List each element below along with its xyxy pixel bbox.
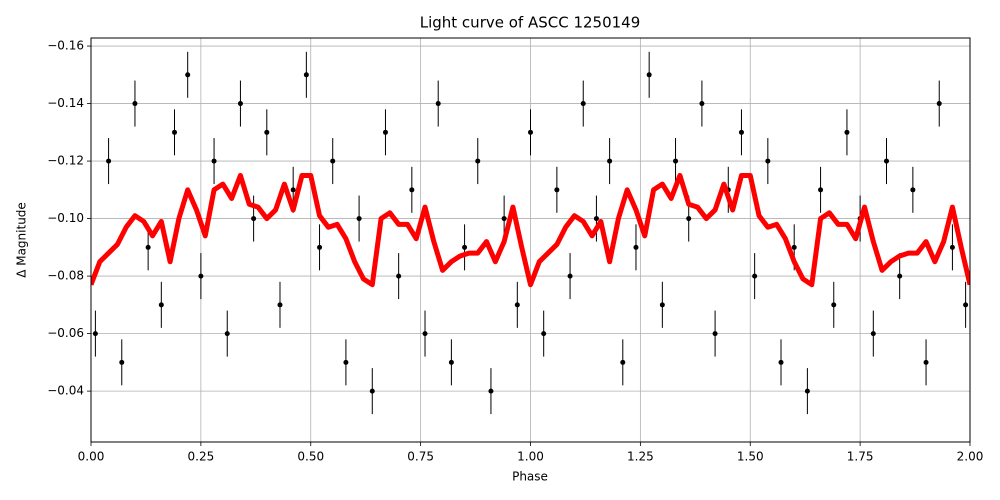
x-tick-label: 1.00 <box>517 450 544 464</box>
data-point <box>185 72 191 78</box>
data-point <box>673 158 679 164</box>
axes: 0.00 0.25 0.50 0.75 1.00 1.25 1.50 1.75 2.00 −0.1… <box>47 37 984 464</box>
data-point <box>646 72 652 78</box>
data-point <box>264 129 270 135</box>
data-point <box>224 331 230 337</box>
y-tick-label: −0.08 <box>47 269 84 283</box>
data-point <box>844 129 850 135</box>
data-point <box>409 187 415 193</box>
y-tick-label: −0.14 <box>47 96 84 110</box>
plot-frame <box>90 37 971 443</box>
data-point <box>514 302 520 308</box>
y-axis-label: Δ Magnitude <box>15 202 29 278</box>
data-point <box>475 158 481 164</box>
y-tick-label: −0.10 <box>47 211 84 225</box>
data-point <box>382 129 388 135</box>
data-point <box>910 187 916 193</box>
x-tick-label: 1.25 <box>627 450 654 464</box>
data-point <box>831 302 837 308</box>
data-point <box>330 158 336 164</box>
data-point <box>92 331 98 337</box>
data-point <box>620 359 626 365</box>
data-point <box>580 101 586 107</box>
x-tick-label: 0.75 <box>407 450 434 464</box>
data-point <box>791 244 797 250</box>
data-point <box>633 244 639 250</box>
y-tick-label: −0.12 <box>47 154 84 168</box>
data-point <box>752 273 758 279</box>
data-point <box>567 273 573 279</box>
data-point <box>659 302 665 308</box>
data-point <box>435 101 441 107</box>
data-point <box>132 101 138 107</box>
data-point <box>818 187 824 193</box>
data-point <box>686 216 692 222</box>
data-point <box>356 216 362 222</box>
data-point <box>462 244 468 250</box>
data-point <box>963 302 969 308</box>
data-point <box>172 129 178 135</box>
data-point <box>369 388 375 394</box>
data-point <box>237 101 243 107</box>
data-point <box>699 101 705 107</box>
data-point <box>541 331 547 337</box>
data-point <box>158 302 164 308</box>
data-point <box>448 359 454 365</box>
data-point <box>528 129 533 135</box>
data-point <box>936 101 942 107</box>
data-point <box>554 187 560 193</box>
data-point <box>211 158 217 164</box>
x-tick-label: 2.00 <box>957 450 984 464</box>
data-point <box>501 216 507 222</box>
data-point <box>396 273 402 279</box>
y-tick-label: −0.06 <box>47 326 84 340</box>
data-point <box>923 359 929 365</box>
data-point <box>277 302 283 308</box>
data-point <box>883 158 889 164</box>
data-point <box>119 359 125 365</box>
data-point <box>488 388 494 394</box>
data-point <box>343 359 349 365</box>
data-point <box>106 158 112 164</box>
data-point <box>145 244 151 250</box>
data-point <box>607 158 613 164</box>
fit-curve <box>91 172 970 288</box>
chart-title: Light curve of ASCC 1250149 <box>420 14 641 32</box>
y-tick-label: −0.04 <box>47 384 84 398</box>
data-point <box>290 187 296 193</box>
data-point <box>738 129 744 135</box>
plot-area <box>91 51 970 415</box>
data-point <box>712 331 718 337</box>
data-point <box>593 216 599 222</box>
data-point <box>949 244 955 250</box>
y-tick-label: −0.16 <box>47 39 84 53</box>
data-point <box>422 331 428 337</box>
data-point <box>897 273 903 279</box>
data-point <box>804 388 810 394</box>
x-tick-label: 0.25 <box>188 450 215 464</box>
x-tick-label: 1.50 <box>737 450 764 464</box>
data-point <box>870 331 876 337</box>
x-tick-label: 1.75 <box>847 450 874 464</box>
data-point <box>303 72 309 78</box>
x-tick-label: 0.50 <box>297 450 324 464</box>
data-point <box>198 273 204 279</box>
x-tick-label: 0.00 <box>78 450 105 464</box>
data-point <box>765 158 771 164</box>
data-point <box>317 244 323 250</box>
data-point <box>778 359 784 365</box>
x-axis-label: Phase <box>512 470 548 484</box>
data-point <box>251 216 257 222</box>
